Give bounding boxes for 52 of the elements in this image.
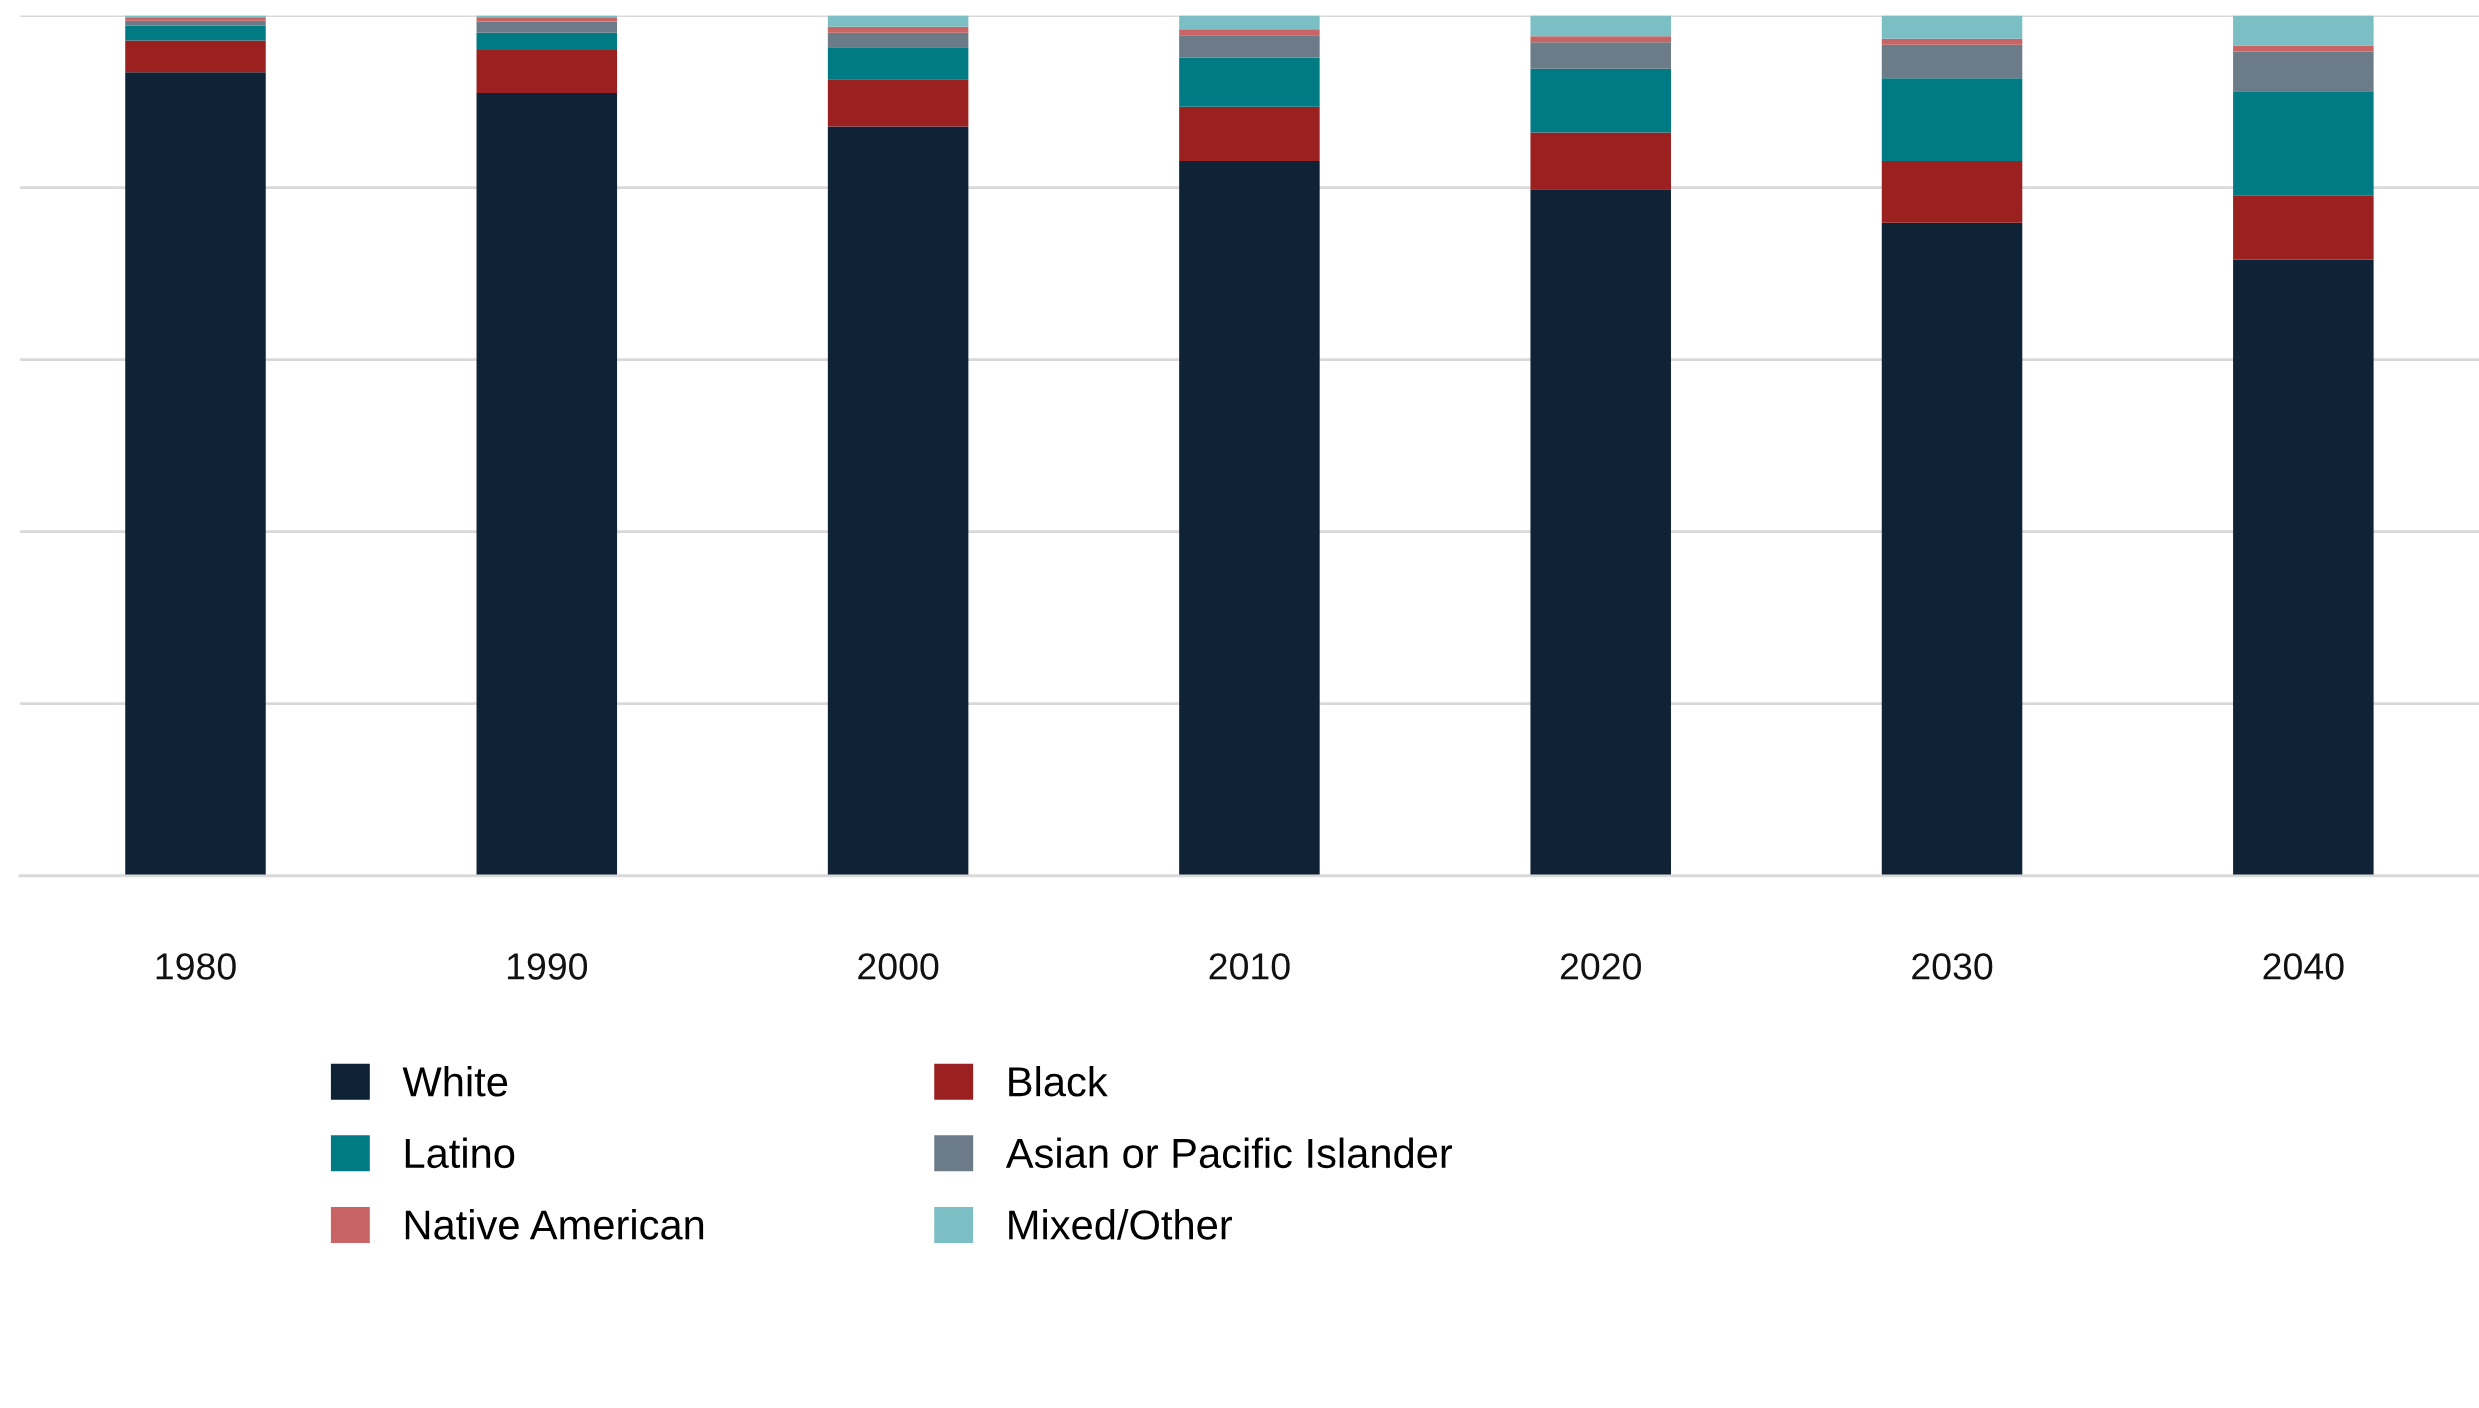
bar — [827, 32, 969, 48]
bar — [2233, 195, 2374, 260]
bar — [125, 40, 266, 73]
bar — [1530, 15, 1671, 37]
bar — [476, 17, 618, 22]
bar — [1530, 132, 1671, 190]
bar — [125, 25, 266, 41]
bar — [827, 15, 969, 27]
x-tick-label: 2040 — [2263, 953, 2344, 980]
bar — [1881, 15, 2023, 39]
bar — [1179, 15, 1320, 30]
bar — [1881, 78, 2023, 161]
x-tick-label: 2000 — [858, 953, 939, 980]
x-tick-label: 1990 — [507, 953, 588, 980]
bar — [1179, 160, 1320, 876]
bar — [1179, 35, 1320, 58]
x-tick-label: 2010 — [1209, 953, 1290, 980]
bar — [2233, 51, 2374, 92]
legend-label: Black — [1009, 1065, 1108, 1097]
bar — [1881, 222, 2023, 876]
bar — [1881, 38, 2023, 45]
legend-label: Native American — [405, 1209, 704, 1240]
legend-label: Latino — [405, 1137, 515, 1169]
bar — [476, 32, 618, 50]
bar — [2233, 45, 2374, 52]
bar — [1881, 44, 2023, 79]
bar — [1179, 57, 1320, 107]
bar — [1530, 68, 1671, 133]
bar — [1530, 36, 1671, 43]
legend-label: White — [402, 1065, 508, 1097]
bar — [1179, 29, 1320, 36]
legend-label: Mixed/Other — [1009, 1209, 1233, 1240]
legend-label: Asian or Pacific Islander — [1005, 1137, 1453, 1169]
bar — [476, 49, 618, 93]
bar — [476, 92, 618, 876]
x-tick-label: 1980 — [156, 953, 236, 980]
bar — [476, 21, 618, 33]
bar — [827, 26, 969, 33]
bar — [1179, 106, 1320, 161]
bar — [827, 79, 969, 127]
bar — [2233, 15, 2374, 46]
bar — [2233, 91, 2374, 196]
x-tick-label: 2020 — [1560, 953, 1641, 980]
bar — [2233, 259, 2374, 876]
bar — [125, 72, 266, 876]
bar — [125, 20, 266, 26]
x-tick-label: 2030 — [1912, 953, 1993, 980]
bar — [1530, 189, 1671, 876]
bar — [827, 126, 969, 876]
bar — [827, 47, 969, 80]
bar — [1881, 160, 2023, 223]
bar — [1530, 42, 1671, 69]
